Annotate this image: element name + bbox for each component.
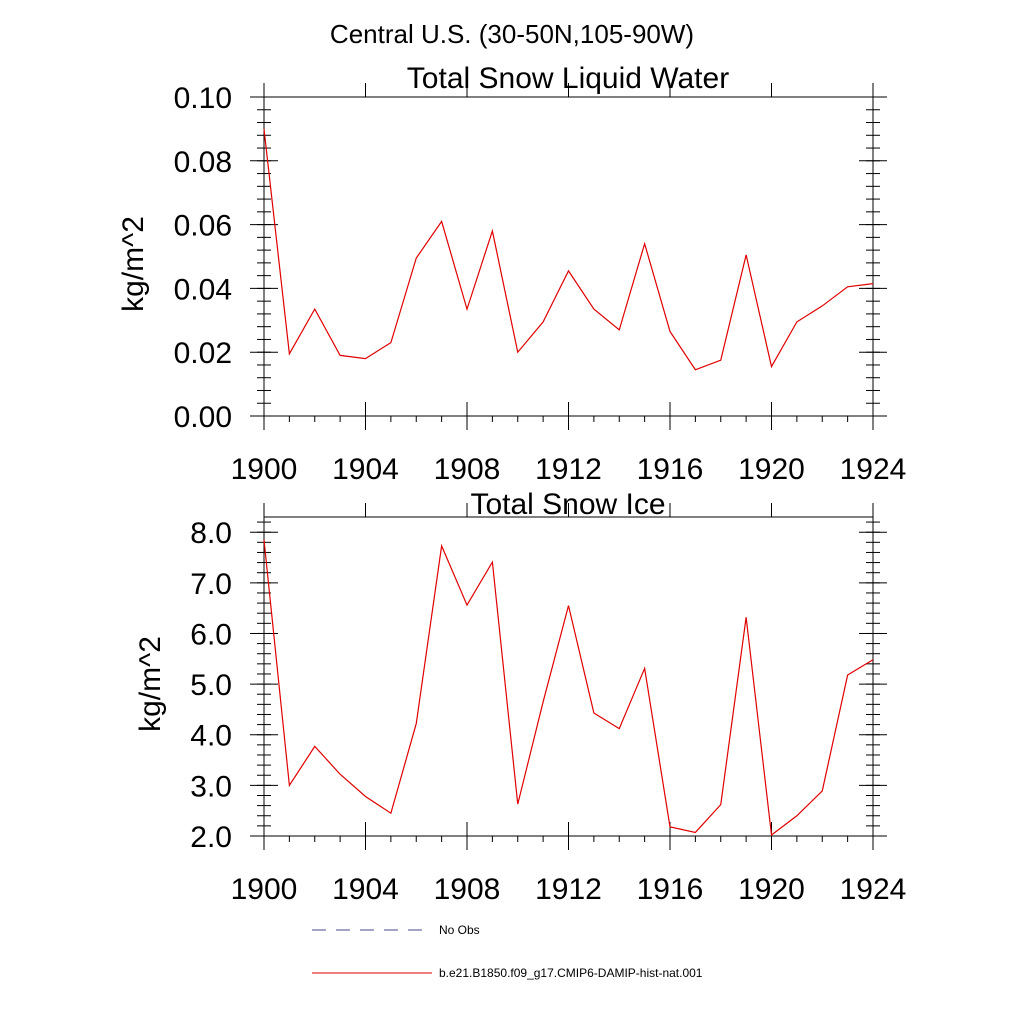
y-tick-label: 8.0 (190, 517, 232, 550)
axes-frame (263, 96, 874, 417)
figure-suptitle: Central U.S. (30-50N,105-90W) (330, 19, 694, 49)
x-tick-label: 1916 (637, 873, 704, 906)
legend-label-no-obs: No Obs (439, 923, 480, 937)
y-tick-label: 0.06 (174, 210, 232, 243)
x-tick-label: 1920 (738, 873, 805, 906)
y-tick-label: 6.0 (190, 618, 232, 651)
y-tick-label: 3.0 (190, 770, 232, 803)
series-line (263, 128, 874, 371)
y-axis-label: kg/m^2 (134, 636, 167, 732)
x-tick-label: 1908 (434, 453, 501, 486)
legend-label-model: b.e21.B1850.f09_g17.CMIP6-DAMIP-hist-nat… (439, 966, 703, 980)
x-tick-label: 1908 (434, 873, 501, 906)
x-tick-label: 1912 (535, 453, 602, 486)
plot-area (263, 128, 874, 371)
axes: 1900 1904 1908 1912 1916 1920 1924 2.0 3.0 4.0 5.0… (190, 503, 906, 906)
x-tick-label: 1900 (231, 873, 298, 906)
y-tick-label: 7.0 (190, 568, 232, 601)
y-tick-label: 4.0 (190, 720, 232, 753)
x-tick-label: 1924 (840, 453, 907, 486)
y-tick-label: 0.04 (174, 273, 232, 306)
series-line (263, 539, 874, 837)
panel-snow-ice: Total Snow Ice kg/m^2 1900 1904 1908 1912 19… (134, 488, 906, 906)
x-tick-label: 1924 (840, 873, 907, 906)
y-axis-label: kg/m^2 (117, 216, 150, 312)
y-tick-label: 5.0 (190, 669, 232, 702)
x-tick-label: 1900 (231, 453, 298, 486)
axes: 1900 1904 1908 1912 1916 1920 1924 0.00 0.02 0.04… (174, 82, 907, 486)
x-tick-label: 1916 (637, 453, 704, 486)
panel-snow-liquid-water: Total Snow Liquid Water kg/m^2 1900 1904 1… (117, 62, 906, 486)
x-tick-label: 1904 (332, 453, 399, 486)
plot-area (263, 539, 874, 837)
y-tick-label: 0.02 (174, 337, 232, 370)
y-tick-label: 0.08 (174, 146, 232, 179)
y-tick-label: 2.0 (190, 821, 232, 854)
x-tick-label: 1920 (738, 453, 805, 486)
y-tick-label: 0.10 (174, 82, 232, 115)
y-tick-label: 0.00 (174, 401, 232, 434)
x-tick-label: 1904 (332, 873, 399, 906)
x-tick-label: 1912 (535, 873, 602, 906)
legend: No Obs b.e21.B1850.f09_g17.CMIP6-DAMIP-h… (312, 923, 703, 980)
